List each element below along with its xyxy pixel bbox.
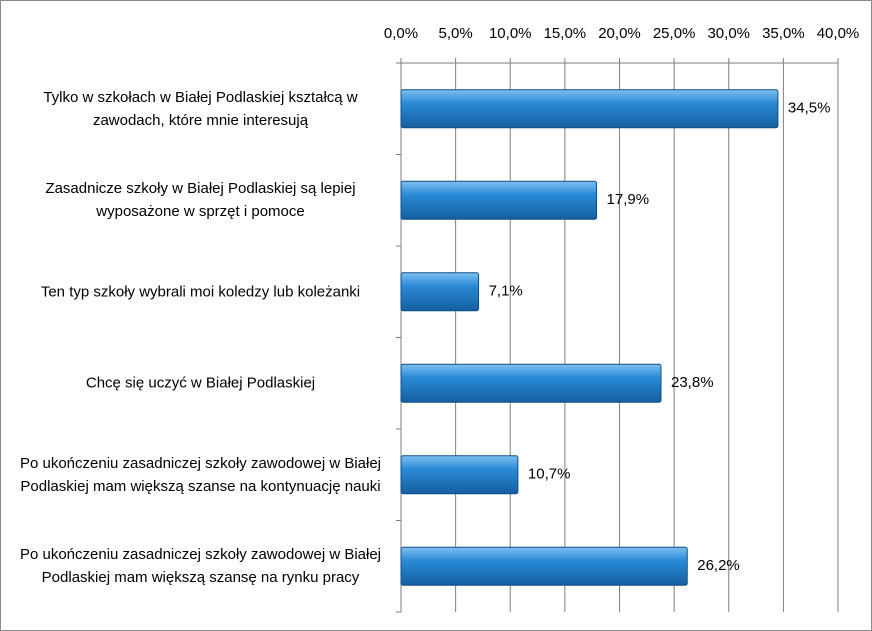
x-tick-label: 30,0% xyxy=(707,25,750,42)
x-tick-label: 5,0% xyxy=(439,25,473,42)
bar xyxy=(400,272,480,312)
category-label: Po ukończeniu zasadniczej szkoły zawodow… xyxy=(19,546,382,587)
x-tick-label: 20,0% xyxy=(598,25,641,42)
data-label: 34,5% xyxy=(788,100,831,117)
category-label: Zasadnicze szkoły w Białej Podlaskiej są… xyxy=(45,180,356,221)
category-label: Po ukończeniu zasadniczej szkoły zawodow… xyxy=(19,454,382,495)
data-label: 17,9% xyxy=(607,191,650,208)
x-tick-label: 0,0% xyxy=(384,25,418,42)
bar xyxy=(400,546,688,586)
x-tick-label: 15,0% xyxy=(544,25,587,42)
bar xyxy=(400,180,598,220)
x-tick-label: 10,0% xyxy=(489,25,532,42)
bar xyxy=(400,89,779,129)
bar xyxy=(400,455,519,495)
bar xyxy=(400,363,662,403)
x-tick-label: 40,0% xyxy=(817,25,860,42)
category-label: Chcę się uczyć w Białej Podlaskiej xyxy=(85,374,316,392)
data-label: 7,1% xyxy=(489,283,523,300)
data-label: 26,2% xyxy=(697,557,740,574)
category-label: Tylko w szkołach w Białej Podlaskiej ksz… xyxy=(43,88,358,129)
data-label: 23,8% xyxy=(671,374,714,391)
x-tick-label: 25,0% xyxy=(653,25,696,42)
x-tick-label: 35,0% xyxy=(762,25,805,42)
category-label: Ten typ szkoły wybrali moi koledzy lub k… xyxy=(40,283,361,301)
data-label: 10,7% xyxy=(528,466,571,483)
